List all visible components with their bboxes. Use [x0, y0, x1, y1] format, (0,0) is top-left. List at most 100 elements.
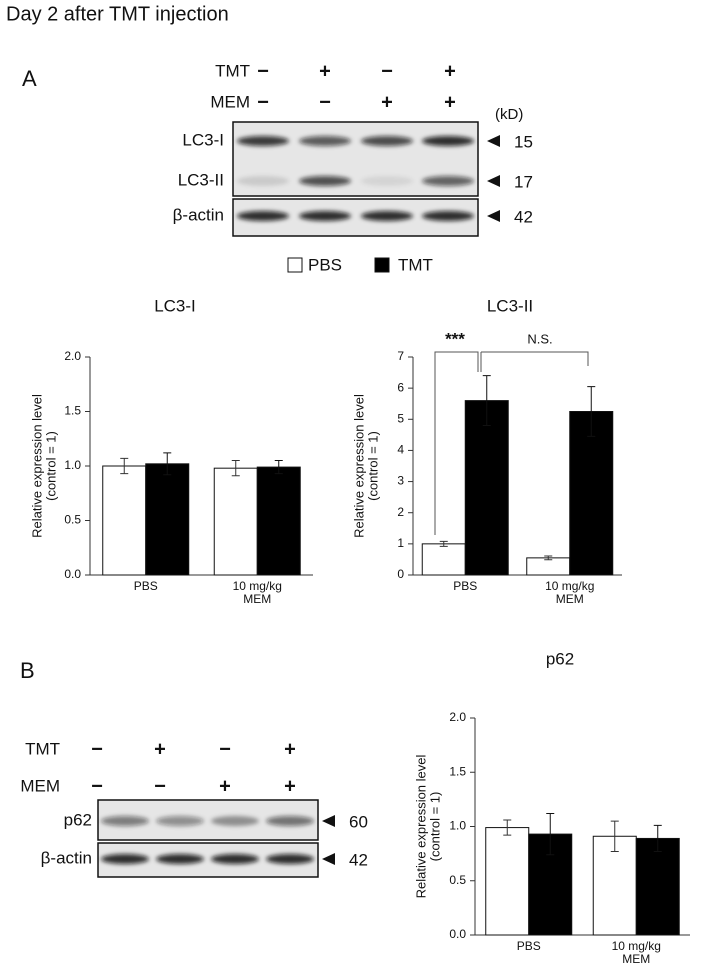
error-bar: [546, 812, 555, 856]
error-bar: [544, 555, 553, 561]
condition-sign: +: [444, 60, 456, 82]
bar: [102, 465, 147, 576]
x-tick-label: 10 mg/kg MEM: [545, 579, 595, 606]
condition-sign: −: [381, 60, 393, 82]
kd-label: 42: [514, 207, 533, 226]
band-arrow: [322, 815, 335, 827]
y-tick-label: 6: [397, 380, 404, 394]
legend-swatch: [374, 257, 390, 273]
y-tick-label: 5: [397, 411, 404, 425]
y-axis-label: (control = 1): [43, 431, 58, 501]
legend-label: TMT: [398, 255, 433, 274]
band-label: p62: [64, 810, 92, 829]
blot-band: [299, 176, 351, 186]
y-tick-label: 1.0: [64, 458, 81, 472]
legend-label: PBS: [308, 255, 342, 274]
chart-title: p62: [546, 649, 574, 668]
y-tick-label: 1.5: [449, 764, 466, 778]
bar: [213, 467, 258, 576]
bar: [526, 557, 571, 576]
significance-label: ***: [445, 329, 465, 348]
blot-band: [361, 176, 413, 186]
y-axis-label: (control = 1): [365, 431, 380, 501]
significance-label: N.S.: [527, 331, 552, 346]
bar: [635, 837, 680, 936]
x-tick-label: PBS: [516, 939, 541, 953]
bar: [421, 543, 466, 576]
blot-band: [266, 854, 314, 864]
condition-label: MEM: [210, 92, 250, 111]
kd-label: 15: [514, 132, 533, 151]
error-bar: [274, 460, 283, 475]
condition-sign: +: [154, 738, 166, 760]
blot-band: [101, 854, 149, 864]
bar: [256, 466, 301, 576]
kd-label: 17: [514, 172, 533, 191]
band-label: β-actin: [41, 848, 92, 867]
blot-band: [237, 176, 289, 186]
condition-sign: +: [284, 738, 296, 760]
condition-sign: −: [219, 738, 231, 760]
blot-band: [101, 816, 149, 826]
chart-title: LC3-II: [487, 296, 533, 315]
condition-sign: +: [219, 775, 231, 797]
y-tick-label: 0.5: [64, 513, 81, 527]
blot-band: [299, 136, 351, 146]
panel-label: A: [22, 66, 37, 91]
kd-label: 60: [349, 812, 368, 831]
condition-sign: −: [319, 91, 331, 113]
condition-sign: −: [91, 738, 103, 760]
bar: [464, 400, 509, 576]
condition-sign: −: [91, 775, 103, 797]
error-bar: [653, 824, 662, 852]
band-label: LC3-II: [178, 170, 224, 189]
kd-label: 42: [349, 850, 368, 869]
y-tick-label: 0: [397, 567, 404, 581]
error-bar: [482, 375, 491, 427]
blot-band: [266, 816, 314, 826]
significance-bracket: [434, 351, 479, 535]
significance-bracket: [480, 351, 589, 372]
blot-band: [156, 854, 204, 864]
x-tick-label: PBS: [453, 579, 478, 593]
y-axis-label: Relative expression level: [413, 754, 428, 898]
x-tick-label: 10 mg/kg MEM: [611, 939, 661, 966]
error-bar: [163, 452, 172, 476]
y-tick-label: 1: [397, 536, 404, 550]
y-tick-label: 2: [397, 505, 404, 519]
blot-band: [156, 816, 204, 826]
x-tick-label: PBS: [133, 579, 158, 593]
band-label: β-actin: [173, 205, 224, 224]
y-tick-label: 4: [397, 443, 404, 457]
y-tick-label: 3: [397, 474, 404, 488]
condition-sign: −: [257, 91, 269, 113]
condition-sign: +: [284, 775, 296, 797]
x-tick-label: 10 mg/kg MEM: [232, 579, 282, 606]
band-arrow: [487, 210, 500, 222]
y-axis-label: Relative expression level: [351, 394, 366, 538]
blot-band: [211, 816, 259, 826]
blot-band: [422, 136, 474, 146]
error-bar: [503, 819, 512, 836]
y-tick-label: 2.0: [449, 710, 466, 724]
error-bar: [439, 540, 448, 547]
panel-label: B: [20, 658, 35, 683]
band-label: LC3-I: [182, 130, 224, 149]
error-bar: [231, 460, 240, 477]
unit-label: (kD): [495, 106, 523, 123]
condition-sign: +: [381, 91, 393, 113]
blot-band: [211, 854, 259, 864]
blot-band: [237, 211, 289, 221]
y-tick-label: 1.5: [64, 404, 81, 418]
error-bar: [120, 457, 129, 475]
condition-sign: −: [154, 775, 166, 797]
y-axis-label: (control = 1): [427, 792, 442, 862]
bar: [145, 463, 190, 576]
bar: [592, 835, 637, 936]
blot-band: [361, 136, 413, 146]
condition-sign: −: [257, 60, 269, 82]
y-axis-label: Relative expression level: [29, 394, 44, 538]
band-arrow: [322, 853, 335, 865]
band-arrow: [487, 135, 500, 147]
